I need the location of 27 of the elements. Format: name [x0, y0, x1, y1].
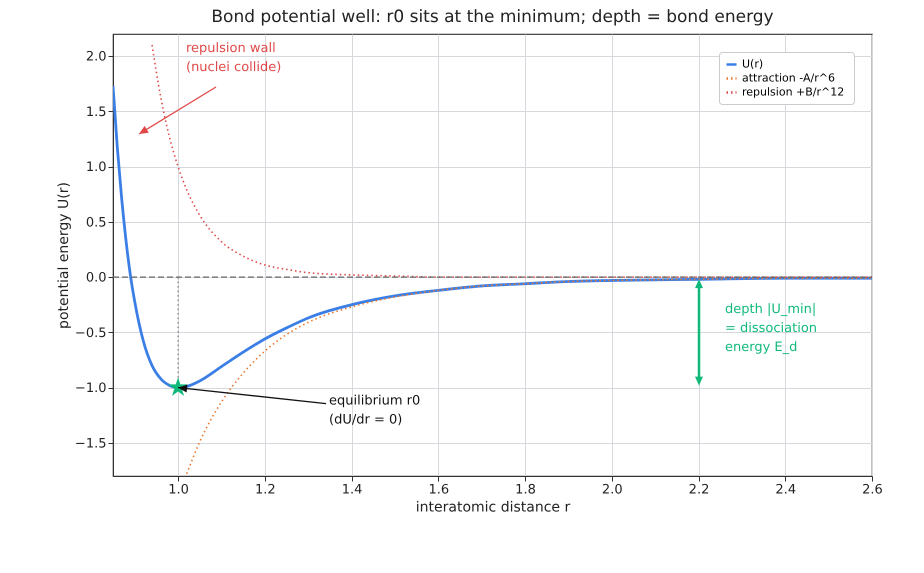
x-tick-label: 1.4 [342, 482, 362, 498]
annotation: repulsion wall (nuclei collide) [186, 41, 282, 75]
x-tick-label: 2.0 [602, 482, 623, 498]
y-tick-label: 1.5 [86, 104, 106, 120]
y-tick-label: 2.0 [86, 50, 106, 65]
y-tick-label: −1.5 [74, 436, 106, 452]
y-axis-title: potential energy U(r) [56, 182, 72, 329]
line-series [186, 277, 872, 475]
x-tick-label: 2.4 [775, 482, 796, 498]
chart-title: Bond potential well: r0 sits at the minimum; depth = bond energy [211, 7, 774, 27]
y-tick-label: 1.0 [86, 160, 106, 176]
annotation: equilibrium r0 (dU/dr = 0) [329, 394, 420, 428]
y-tick-label: 0.0 [86, 270, 106, 286]
legend-label: attraction -A/r^6 [742, 72, 835, 84]
legend-label: repulsion +B/r^12 [742, 86, 844, 98]
x-axis-title: interatomic distance r [416, 500, 570, 516]
x-tick-label: 2.6 [862, 482, 883, 498]
x-tick-label: 1.8 [515, 482, 536, 498]
x-tick-label: 1.0 [168, 482, 189, 498]
annotation: depth |U_min| = dissociation energy E_d [725, 302, 818, 355]
legend-label: U(r) [742, 58, 764, 70]
y-tick-label: −1.0 [74, 381, 106, 396]
y-tick-label: −0.5 [74, 326, 106, 341]
x-tick-label: 1.2 [254, 482, 276, 498]
x-tick-label: 1.6 [428, 482, 450, 498]
y-tick-label: 0.5 [86, 215, 106, 230]
x-tick-label: 2.2 [688, 482, 710, 498]
